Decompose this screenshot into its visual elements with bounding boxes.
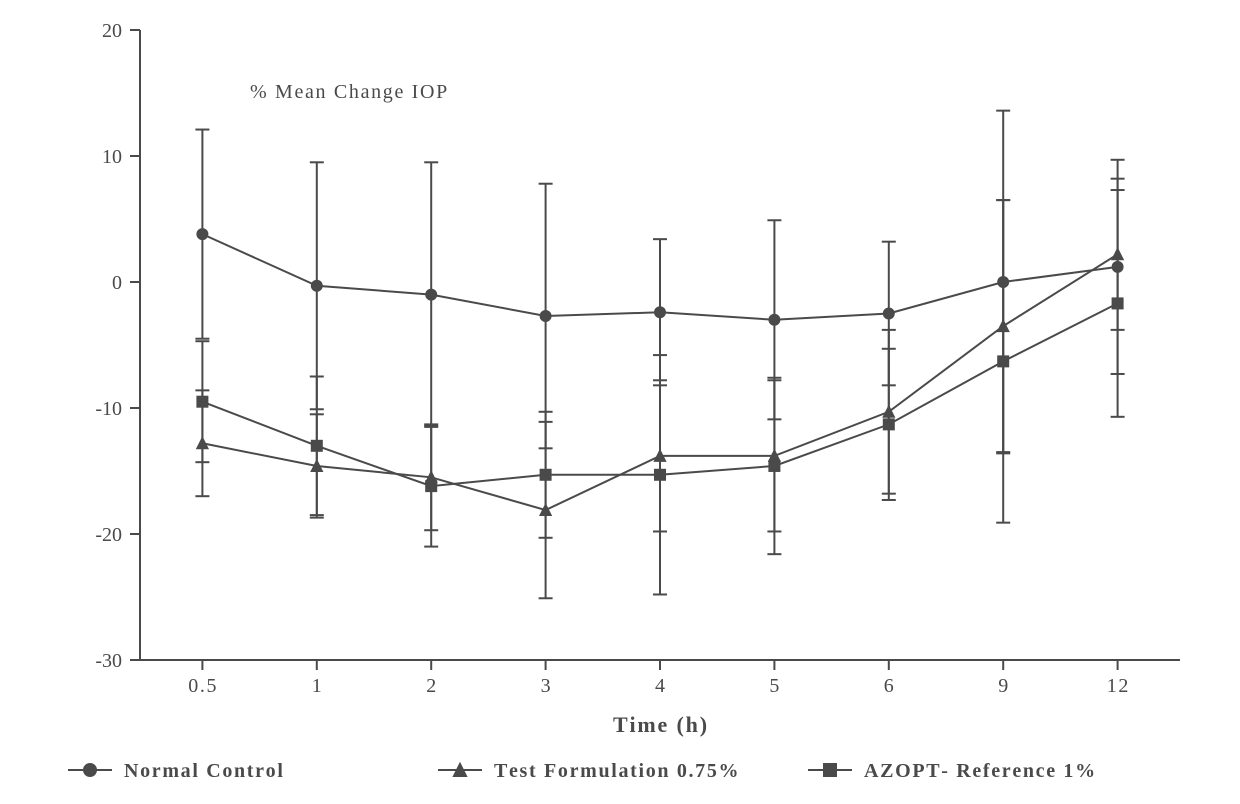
marker-square: [824, 764, 836, 776]
marker-square: [655, 470, 665, 480]
marker-square: [541, 470, 551, 480]
marker-square: [769, 461, 779, 471]
marker-circle: [1113, 262, 1123, 272]
marker-square: [998, 356, 1008, 366]
y-tick-label: 20: [102, 20, 122, 42]
y-tick-label: 10: [102, 146, 122, 168]
x-tick-label: 1: [312, 675, 322, 697]
marker-circle: [426, 290, 436, 300]
marker-circle: [884, 309, 894, 319]
x-tick-label: 4: [655, 675, 665, 697]
y-tick-label: -30: [95, 650, 122, 672]
legend-label: T e s t F o r m u l a t i o n 0 . 7 5 %: [494, 760, 739, 782]
marker-square: [426, 481, 436, 491]
x-tick-label: 9: [998, 675, 1008, 697]
marker-circle: [769, 315, 779, 325]
legend-label: A Z O P T - R e f e r e n c e 1 %: [864, 760, 1095, 782]
marker-circle: [998, 277, 1008, 287]
x-tick-label: 3: [541, 675, 551, 697]
marker-square: [884, 419, 894, 429]
y-tick-label: -10: [95, 398, 122, 420]
x-tick-label: 6: [884, 675, 894, 697]
marker-square: [197, 397, 207, 407]
iop-chart: -30-20-10010200 . 512345691 2T i m e ( h…: [0, 0, 1240, 804]
x-axis-label: T i m e ( h ): [613, 712, 707, 737]
marker-square: [312, 441, 322, 451]
x-tick-label: 0 . 5: [188, 675, 216, 697]
x-tick-label: 2: [426, 675, 436, 697]
x-tick-label: 5: [769, 675, 779, 697]
marker-circle: [655, 307, 665, 317]
marker-circle: [541, 311, 551, 321]
y-tick-label: 0: [112, 272, 122, 294]
marker-circle: [312, 281, 322, 291]
marker-circle: [84, 764, 96, 776]
legend-label: N o r m a l C o n t r o l: [124, 760, 283, 782]
y-tick-label: -20: [95, 524, 122, 546]
marker-square: [1113, 298, 1123, 308]
x-tick-label: 1 2: [1107, 675, 1129, 697]
chart-subtitle: % M e a n C h a n g e I O P: [250, 81, 447, 103]
marker-circle: [197, 229, 207, 239]
